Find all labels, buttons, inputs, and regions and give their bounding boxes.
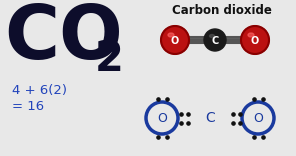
Circle shape (204, 29, 226, 51)
Text: 2: 2 (95, 38, 124, 80)
Circle shape (241, 26, 269, 54)
Text: O: O (157, 112, 167, 124)
Text: C: C (205, 111, 215, 125)
Ellipse shape (248, 33, 254, 37)
Text: O: O (253, 112, 263, 124)
Text: O: O (171, 36, 179, 46)
Text: C: C (211, 36, 219, 46)
Text: CO: CO (4, 2, 123, 75)
Text: 4 + 6(2): 4 + 6(2) (12, 84, 67, 97)
Ellipse shape (210, 34, 215, 37)
Text: Carbon dioxide: Carbon dioxide (172, 4, 272, 17)
Circle shape (161, 26, 189, 54)
Text: O: O (251, 36, 259, 46)
Ellipse shape (168, 33, 174, 37)
Text: = 16: = 16 (12, 100, 44, 113)
